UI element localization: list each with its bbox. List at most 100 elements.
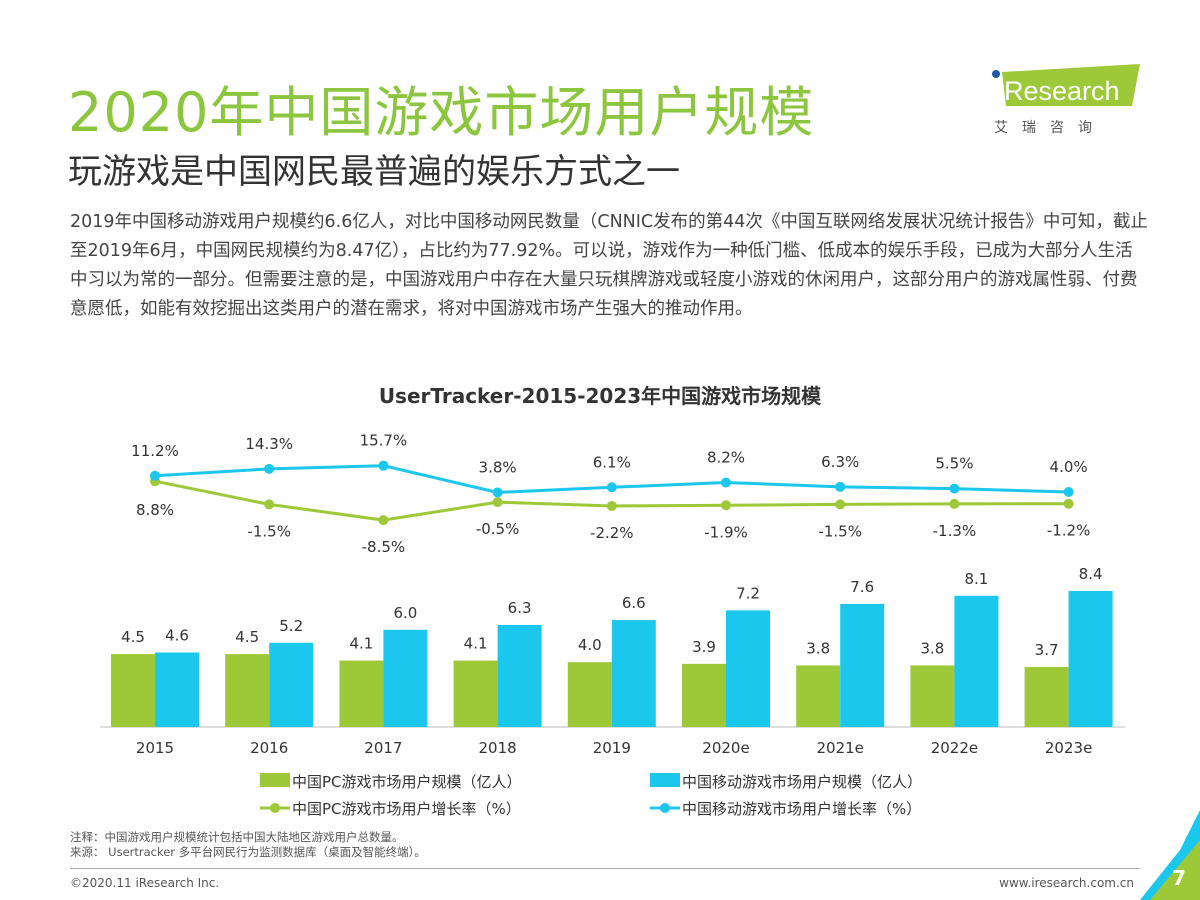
bar <box>1068 590 1113 727</box>
line-label: -1.3% <box>933 522 977 540</box>
line-label: 6.3% <box>821 453 859 471</box>
svg-text:艾瑞咨询: 艾瑞咨询 <box>994 120 1106 136</box>
line-point <box>949 498 960 509</box>
page-number: 7 <box>1172 866 1186 890</box>
line-label: -2.2% <box>590 524 634 542</box>
bar-label: 3.8 <box>806 639 830 657</box>
legend-label: 中国移动游戏市场用户规模（亿人） <box>682 773 922 791</box>
x-tick-label: 2020e <box>702 739 749 757</box>
source: 来源： Usertracker 多平台网民行为监测数据库（桌面及智能终端）。 <box>70 845 426 859</box>
bar <box>726 610 770 727</box>
bar <box>1024 667 1069 727</box>
bar-label: 4.1 <box>349 635 373 653</box>
line-label: -1.9% <box>704 523 748 541</box>
x-tick-label: 2017 <box>364 739 402 757</box>
bar-label: 4.0 <box>578 636 602 654</box>
bar <box>611 620 656 727</box>
bar <box>339 660 384 727</box>
legend-marker <box>270 803 280 813</box>
bar-label: 4.5 <box>235 628 259 646</box>
legend-swatch <box>260 773 290 787</box>
bar-label: 8.4 <box>1079 565 1103 583</box>
note: 注释：中国游戏用户规模统计包括中国大陆地区游戏用户总数量。 <box>70 830 404 844</box>
bar <box>567 662 612 727</box>
line-point <box>949 483 960 494</box>
website-url: www.iresearch.com.cn <box>999 876 1134 890</box>
line-point <box>492 487 503 498</box>
bar <box>155 652 199 727</box>
x-tick-label: 2018 <box>479 739 517 757</box>
bar <box>383 629 428 727</box>
bar-label: 6.6 <box>622 594 646 612</box>
legend-marker <box>660 803 670 813</box>
footnotes: 注释：中国游戏用户规模统计包括中国大陆地区游戏用户总数量。 来源： Usertra… <box>70 830 426 860</box>
bar-label: 6.0 <box>393 604 417 622</box>
line-label: -1.5% <box>247 522 291 540</box>
line-point <box>835 481 846 492</box>
line-point <box>378 515 389 526</box>
line-label: 6.1% <box>593 453 631 471</box>
legend-swatch <box>650 773 680 787</box>
svg-text:iResearch: iResearch <box>998 76 1120 106</box>
line-point <box>264 499 275 510</box>
line-point <box>1063 487 1074 497</box>
bar-label: 6.3 <box>508 599 532 617</box>
x-tick-label: 2015 <box>136 739 174 757</box>
line-point <box>606 500 617 511</box>
bar <box>453 660 498 727</box>
line-point <box>835 499 846 510</box>
legend-label: 中国PC游戏市场用户规模（亿人） <box>292 773 522 791</box>
divider <box>70 868 1140 869</box>
bar-label: 8.1 <box>964 570 988 588</box>
legend-label: 中国PC游戏市场用户增长率（%） <box>292 800 521 818</box>
bar-label: 3.7 <box>1035 641 1059 659</box>
line-label: -8.5% <box>362 538 406 556</box>
iresearch-logo: iResearch 艾瑞咨询 <box>988 62 1148 142</box>
line-label: -1.5% <box>818 522 862 540</box>
line-label: 11.2% <box>131 442 179 460</box>
bar-label: 7.6 <box>850 578 874 596</box>
x-tick-label: 2022e <box>931 739 978 757</box>
x-tick-label: 2023e <box>1045 739 1092 757</box>
bar <box>682 663 726 727</box>
line-point <box>264 463 275 474</box>
chart: UserTracker-2015-2023年中国游戏市场规模 2015 4.5 4.6… <box>100 384 1125 818</box>
line-point <box>492 497 503 508</box>
bar <box>910 665 955 727</box>
line-label: -1.2% <box>1047 522 1091 540</box>
bar <box>840 603 885 727</box>
line-point <box>378 460 389 471</box>
bar-label: 5.2 <box>279 617 303 635</box>
x-tick-label: 2021e <box>816 739 863 757</box>
line-label: 4.0% <box>1050 458 1088 476</box>
line-point <box>1063 498 1074 509</box>
line-label: 8.2% <box>707 449 745 467</box>
chart-title: UserTracker-2015-2023年中国游戏市场规模 <box>379 384 822 408</box>
bar-label: 3.9 <box>692 638 716 656</box>
bar-label: 4.5 <box>121 628 145 646</box>
line-label: 8.8% <box>136 501 174 519</box>
x-tick-label: 2016 <box>250 739 288 757</box>
line-point <box>721 477 731 488</box>
line-point <box>721 500 731 511</box>
bar-label: 4.6 <box>165 626 189 644</box>
bar-label: 3.8 <box>920 639 944 657</box>
bar <box>796 665 841 727</box>
line-point <box>606 482 617 493</box>
line-label: 5.5% <box>935 455 973 473</box>
line-point <box>150 470 160 481</box>
bar <box>954 595 999 727</box>
legend-label: 中国移动游戏市场用户增长率（%） <box>682 800 921 818</box>
page-title: 2020年中国游戏市场用户规模 <box>68 81 815 144</box>
page-subtitle: 玩游戏是中国网民最普遍的娱乐方式之一 <box>68 152 680 192</box>
bar <box>111 654 155 727</box>
bar <box>269 642 314 727</box>
bar <box>225 654 270 727</box>
x-tick-label: 2019 <box>593 739 631 757</box>
line-label: 14.3% <box>245 435 293 453</box>
line-label: -0.5% <box>476 520 520 538</box>
bar-label: 7.2 <box>736 584 760 602</box>
bar <box>497 624 542 727</box>
intro-paragraph: 2019年中国移动游戏用户规模约6.6亿人，对比中国移动网民数量（CNNIC发布… <box>70 212 1148 319</box>
bar-label: 4.1 <box>464 635 488 653</box>
